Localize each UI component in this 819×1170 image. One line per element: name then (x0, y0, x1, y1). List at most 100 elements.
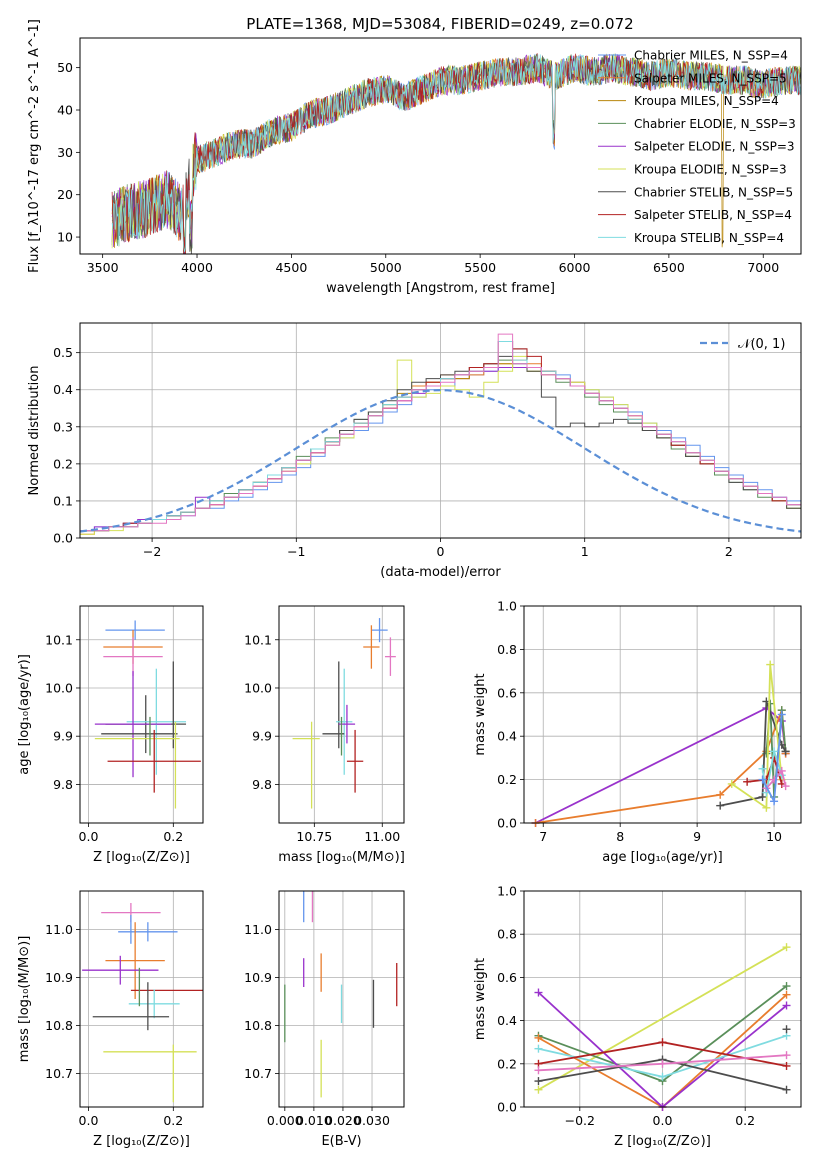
age_vs_z-xtick-label: 0.2 (163, 829, 183, 844)
residuals-ytick-label: 0.0 (53, 531, 73, 546)
age_vs_z-frame (79, 605, 204, 824)
weight_vs_z-series-line (537, 991, 788, 1107)
legend-entry: Chabrier STELIB, N_SSP=5 (634, 185, 793, 199)
residuals-xtick-label: 0 (437, 544, 445, 559)
weight_vs_z-ylabel: mass weight (473, 958, 488, 1040)
residuals-xlabel: (data-model)/error (380, 565, 501, 580)
age_vs_z-point (103, 637, 163, 676)
age_vs_mass-point (371, 618, 388, 643)
residuals-ylabel: Normed distribution (27, 366, 42, 496)
spectrum-xtick-label: 4000 (181, 260, 213, 275)
mass_vs_ebv-ytick-label: 10.7 (244, 1066, 272, 1081)
mass_vs_z-xlabel: Z [log₁₀(Z/Z⊙)] (93, 1134, 190, 1149)
age_vs_z-xlabel: Z [log₁₀(Z/Z⊙)] (93, 850, 190, 865)
mass_vs_z-ytick-label: 10.7 (45, 1066, 73, 1081)
spectrum-ytick-label: 40 (57, 103, 73, 118)
residuals-ytick-label: 0.3 (53, 419, 73, 434)
age_vs_z-panel: 0.0 0.2 9.8 9.9 10.0 10.1 Z [log₁₀(Z/Z⊙)] age [… (17, 605, 204, 865)
spectrum-ytick-label: 30 (57, 145, 73, 160)
mass_vs_ebv-xtick-label: 0.010 (296, 1113, 332, 1128)
residual-histogram (80, 341, 801, 538)
residuals-xtick-label: −1 (287, 544, 305, 559)
age_vs_mass-ytick-label: 10.1 (244, 632, 272, 647)
residuals-ytick-label: 0.1 (53, 493, 73, 508)
weight_vs_z-ytick-label: 1.0 (497, 884, 517, 899)
weight_vs_age-ylabel: mass weight (473, 673, 488, 755)
weight_vs_age-ytick-label: 0.8 (497, 642, 517, 657)
weight_vs_age-xtick-label: 7 (539, 829, 547, 844)
spectrum-xtick-label: 7000 (747, 260, 779, 275)
spectrum-xtick-label: 4500 (275, 260, 307, 275)
mass_vs_z-point (128, 989, 180, 1019)
weight_vs_age-series-line (535, 709, 787, 823)
spectrum-legend: Chabrier MILES, N_SSP=4 Salpeter MILES, N… (598, 49, 796, 245)
spectrum-series-line (111, 53, 801, 252)
weight_vs_age-series-line (535, 706, 787, 823)
age_vs_z-ylabel: age [log₁₀(age/yr)] (17, 654, 32, 775)
weight_vs_z-ytick-label: 0.8 (497, 927, 517, 942)
residuals-ytick-label: 0.2 (53, 456, 73, 471)
legend-entry: Kroupa MILES, N_SSP=4 (634, 94, 779, 108)
mass_vs_ebv-xtick-label: 0.000 (267, 1113, 303, 1128)
mass_vs_z-ytick-label: 10.9 (45, 970, 73, 985)
age_vs_mass-ytick-label: 10.0 (244, 680, 272, 695)
weight_vs_age-panel: 7 8 9 10 0.0 0.2 0.4 0.6 0.8 1.0 age [log₁₀(age/yr… (473, 599, 802, 865)
age_vs_z-ytick-label: 9.9 (53, 729, 73, 744)
weight_vs_age-frame (523, 605, 802, 824)
mass_vs_z-ytick-label: 10.8 (45, 1018, 73, 1033)
mass_vs_z-panel: 0.0 0.2 10.7 10.8 10.9 11.0 Z [log₁₀(Z/Z⊙)] mas… (17, 890, 204, 1149)
age_vs_mass-frame (278, 605, 405, 824)
weight_vs_z-xtick-label: 0.2 (735, 1113, 755, 1128)
weight_vs_z-xlabel: Z [log₁₀(Z/Z⊙)] (614, 1134, 711, 1149)
legend-entry: Salpeter MILES, N_SSP=5 (634, 71, 787, 85)
mass_vs_z-point (82, 955, 159, 985)
weight_vs_z-xtick-label: 0.0 (653, 1113, 673, 1128)
mass_vs_z-ytick-label: 11.0 (45, 922, 73, 937)
spectrum-ytick-label: 50 (57, 60, 73, 75)
age_vs_mass-point (336, 668, 353, 775)
age_vs_z-point (94, 671, 172, 778)
weight_vs_z-ytick-label: 0.2 (497, 1056, 517, 1071)
weight_vs_age-xtick-label: 10 (766, 829, 782, 844)
residuals-ytick-label: 0.5 (53, 345, 73, 360)
mass_vs_ebv-xlabel: E(B-V) (321, 1134, 361, 1149)
spectrum-xtick-label: 5500 (464, 260, 496, 275)
legend-entry: Kroupa STELIB, N_SSP=4 (634, 231, 784, 245)
mass_vs_z-xtick-label: 0.0 (79, 1113, 99, 1128)
spectrum-xlabel: wavelength [Angstrom, rest frame] (326, 281, 555, 296)
residuals-frame (79, 322, 802, 539)
legend-entry: Salpeter STELIB, N_SSP=4 (634, 208, 792, 222)
age_vs_mass-point (346, 729, 364, 793)
spectrum-xtick-label: 6000 (559, 260, 591, 275)
mass_vs_ebv-ytick-label: 10.8 (244, 1018, 272, 1033)
residual-histogram (80, 341, 801, 538)
weight_vs_age-ytick-label: 0.2 (497, 772, 517, 787)
age_vs_mass-ytick-label: 9.9 (252, 729, 272, 744)
legend-entry: Kroupa ELODIE, N_SSP=3 (634, 163, 787, 177)
spectrum-panel: 3500 4000 4500 5000 5500 6000 6500 7000 10 20 30 40… (27, 19, 802, 296)
spectrum-ylabel: Flux [f_λ10^-17 erg cm^-2 s^-1 A^-1] (27, 19, 42, 273)
mass_vs_ebv-ytick-label: 10.9 (244, 970, 272, 985)
residuals-xtick-label: 1 (581, 544, 589, 559)
weight_vs_age-series-line (765, 769, 787, 789)
legend-entry: Chabrier MILES, N_SSP=4 (634, 49, 788, 63)
weight_vs_age-ytick-label: 0.6 (497, 685, 517, 700)
age_vs_mass-point (384, 637, 396, 676)
weight_vs_z-panel: −0.2 0.0 0.2 0.0 0.2 0.4 0.6 0.8 1.0 Z [log₁₀(Z/Z… (473, 884, 802, 1149)
mass_vs_ebv-ytick-label: 11.0 (244, 922, 272, 937)
age_vs_mass-xlabel: mass [log₁₀(M/M⊙)] (278, 850, 405, 865)
weight_vs_age-xtick-label: 8 (616, 829, 624, 844)
mass_vs_ebv-xtick-label: 0.020 (325, 1113, 361, 1128)
mass_vs_ebv-xtick-label: 0.030 (354, 1113, 390, 1128)
age_vs_z-point (107, 729, 201, 793)
residuals-xtick-label: −2 (143, 544, 161, 559)
weight_vs_z-ytick-label: 0.0 (497, 1100, 517, 1115)
weight_vs_age-ytick-label: 0.0 (497, 816, 517, 831)
spectrum-xtick-label: 6500 (653, 260, 685, 275)
spectrum-frame (79, 37, 802, 255)
mass_vs_z-ylabel: mass [log₁₀(M/M⊙)] (17, 936, 32, 1063)
normal-curve (80, 388, 801, 533)
weight_vs_z-ytick-label: 0.4 (497, 1013, 517, 1028)
